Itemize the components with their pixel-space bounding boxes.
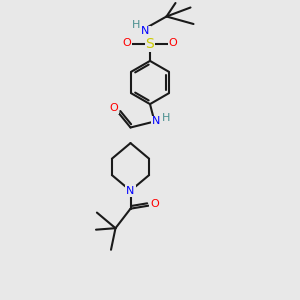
Text: N: N — [152, 116, 160, 127]
Text: N: N — [141, 26, 150, 37]
Text: O: O — [150, 199, 159, 209]
Text: O: O — [122, 38, 131, 49]
Text: S: S — [146, 37, 154, 50]
Text: O: O — [110, 103, 118, 113]
Text: H: H — [132, 20, 140, 31]
Text: O: O — [169, 38, 178, 49]
Text: H: H — [162, 113, 170, 123]
Text: N: N — [126, 186, 135, 196]
